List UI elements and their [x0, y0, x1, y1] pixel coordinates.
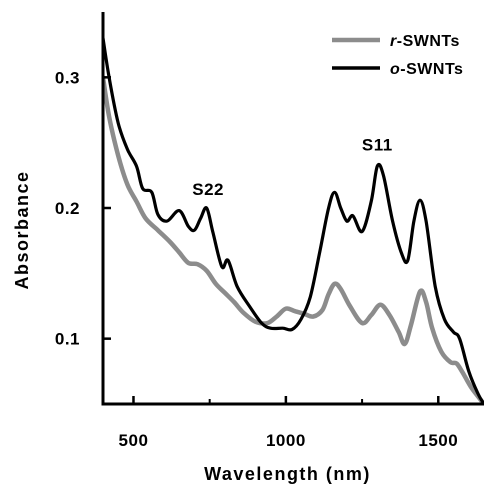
x-tick-label-500: 500 [119, 431, 149, 450]
legend-label-r-SWNTs: r-SWNTs [390, 33, 460, 50]
x-tick-label-1000: 1000 [266, 431, 306, 450]
y-tick-label-0.1: 0.1 [55, 330, 80, 349]
x-tick-label-1500: 1500 [418, 431, 458, 450]
y-tick-label-0.3: 0.3 [55, 68, 80, 87]
legend: r-SWNTs o-SWNTs [332, 33, 463, 78]
ticks-layer: 500 1000 1500 0.1 0.2 0.3 [55, 68, 458, 450]
series-line-o-SWNTs [103, 38, 484, 404]
annotation-S11: S11 [362, 136, 393, 155]
y-axis-label: Absorbance [12, 170, 32, 289]
x-axis-label: Wavelength (nm) [204, 464, 371, 484]
series-line-r-SWNTs [103, 77, 484, 404]
y-tick-label-0.2: 0.2 [55, 199, 80, 218]
labels-layer: Wavelength (nm) Absorbance S22 S11 [12, 136, 393, 484]
series-layer [103, 38, 484, 404]
legend-label-o-SWNTs: o-SWNTs [390, 61, 463, 78]
annotation-S22: S22 [192, 180, 224, 199]
